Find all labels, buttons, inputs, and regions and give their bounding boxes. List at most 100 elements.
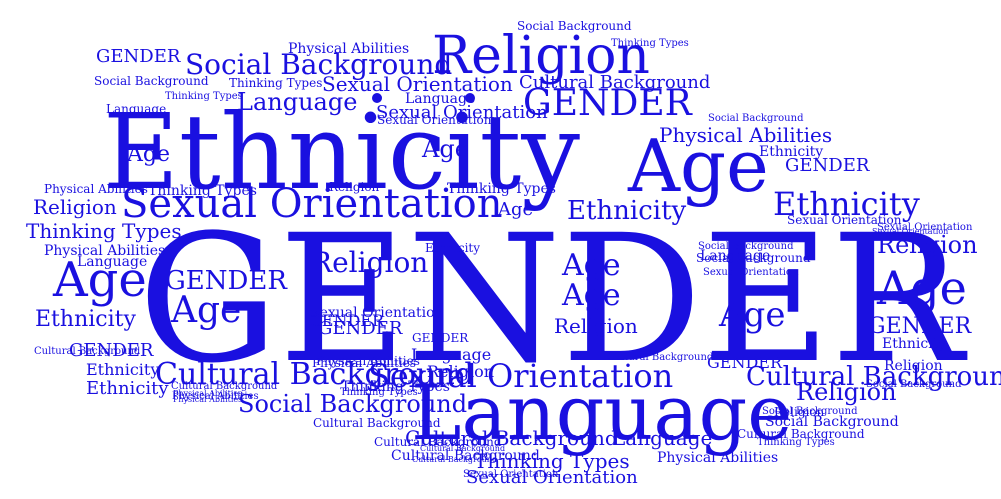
cloud-word: Religion — [774, 405, 825, 419]
cloud-word: Language — [77, 254, 148, 270]
cloud-word: GENDER — [785, 155, 870, 176]
cloud-word: Social Background — [696, 251, 811, 265]
cloud-word: Religion — [311, 246, 429, 279]
cloud-word: Language — [106, 102, 167, 116]
cloud-word: GENDER — [523, 83, 692, 124]
cloud-word: Sexual Orientation — [703, 267, 799, 278]
cloud-word: Thinking Types — [340, 387, 418, 398]
cloud-word: Ethnicity — [86, 378, 169, 399]
cloud-word: Sexual Orientation — [377, 113, 492, 127]
cloud-word: Physical Abilities — [173, 389, 243, 398]
cloud-word: Language — [612, 426, 713, 450]
cloud-word: Social Background — [765, 414, 899, 430]
cloud-word: Physical Abilities — [657, 450, 779, 466]
cloud-word: Cultural Background — [313, 416, 441, 430]
cloud-word: Ethnicity — [103, 91, 580, 213]
cloud-word: Sexual Orientation — [466, 467, 638, 488]
cloud-word: Sexual Orientation — [872, 227, 949, 236]
cloud-word: Thinking Types — [757, 437, 835, 448]
cloud-word: Physical Abilities — [172, 391, 259, 402]
cloud-word: Ethnicity — [773, 185, 920, 223]
cloud-word: Religion — [432, 26, 650, 86]
cloud-word: Physical Abilities — [312, 356, 416, 370]
cloud-word: Physical Abilities — [659, 123, 833, 147]
cloud-word: Cultural Background — [405, 426, 618, 450]
cloud-word: Ethnicity — [35, 307, 136, 332]
cloud-word: Sexual Orientation — [463, 469, 559, 480]
cloud-word: Thinking Types — [148, 183, 257, 199]
cloud-word: Physical Abilities — [316, 354, 420, 368]
dot-decoration — [465, 93, 475, 103]
cloud-word: GENDER — [309, 311, 385, 330]
cloud-word: GENDER — [412, 331, 469, 345]
cloud-word: Sexual Orientation — [310, 305, 444, 321]
cloud-word: Age — [127, 142, 170, 167]
cloud-word: Language — [405, 91, 476, 107]
cloud-word: Cultural Background — [34, 346, 141, 357]
cloud-word: Physical Abilities — [288, 41, 410, 57]
cloud-word: Ethnicity — [882, 336, 947, 352]
cloud-word: Social Background — [94, 74, 209, 88]
cloud-word: Cultural Background — [746, 362, 1001, 392]
cloud-word: Thinking Types — [229, 76, 323, 90]
cloud-word: Social Background — [238, 390, 468, 418]
cloud-word: Thinking Types — [26, 219, 182, 243]
cloud-word: Age — [877, 261, 967, 315]
cloud-word: Ethnicity — [567, 196, 687, 226]
cloud-word: Religion — [884, 358, 943, 374]
cloud-word: Ethnicity — [86, 360, 160, 379]
cloud-word: Age — [171, 290, 242, 331]
cloud-word: GENDER — [96, 46, 181, 67]
cloud-word: Age — [498, 199, 534, 220]
cloud-word: Cultural Background — [737, 427, 865, 441]
cloud-word: Age — [422, 135, 469, 163]
cloud-word: Ethnicity — [759, 144, 824, 160]
cloud-word: Social Background — [866, 379, 962, 390]
dot-decoration — [372, 93, 382, 103]
cloud-word: Religion — [877, 231, 978, 259]
cloud-word: Age — [562, 278, 621, 313]
cloud-word: GENDER — [868, 314, 972, 339]
cloud-word: Religion — [796, 378, 897, 406]
cloud-word: Age — [628, 124, 769, 208]
cloud-word: Cultural Background — [412, 455, 498, 464]
cloud-word: Social Background — [698, 241, 794, 252]
cloud-word: Language — [700, 248, 771, 264]
cloud-word: Social Background — [517, 19, 632, 33]
cloud-word: Language — [411, 368, 793, 457]
cloud-word: Physical Abilities — [173, 395, 243, 404]
cloud-word: Sexual Orientation — [877, 222, 973, 233]
cloud-word: Sexual Orientation — [376, 102, 548, 123]
cloud-word: Cultural Background — [374, 435, 502, 449]
cloud-word: Religion — [33, 195, 117, 219]
cloud-word: Language — [411, 345, 492, 364]
cloud-word: Social Background — [185, 48, 453, 81]
cloud-word: Religion — [427, 362, 495, 381]
cloud-word: Sexual Orientation — [121, 181, 503, 227]
cloud-word: Religion — [329, 180, 380, 194]
cloud-word: Age — [719, 295, 786, 335]
cloud-word: Thinking Types — [611, 38, 689, 49]
cloud-word: Cultural Background — [519, 72, 711, 93]
cloud-word: GENDER — [138, 197, 964, 402]
cloud-word: Age — [562, 248, 621, 283]
cloud-word: GENDER — [707, 353, 783, 372]
cloud-word: Religion — [554, 314, 638, 338]
cloud-word: Sexual Orientation — [322, 72, 513, 96]
cloud-word: Thinking Types — [341, 379, 450, 395]
cloud-word: Thinking Types — [474, 449, 630, 473]
cloud-word: Physical Abilities — [44, 182, 148, 196]
cloud-word: Ethnicity — [425, 241, 481, 255]
cloud-word: Cultural Background — [391, 448, 540, 464]
cloud-word: Cultural Background — [420, 444, 506, 453]
cloud-word: Cultural Background — [171, 381, 278, 392]
cloud-word: GENDER — [318, 318, 403, 339]
cloud-word: Thinking Types — [447, 181, 556, 197]
cloud-word: Social Background — [708, 113, 804, 124]
cloud-word: Cultural Background — [155, 357, 474, 392]
cloud-word: Language — [237, 88, 358, 116]
cloud-word: Sexual Orientation — [368, 357, 674, 395]
cloud-word: Physical Abilities — [44, 243, 166, 259]
cloud-word: Thinking Types — [165, 91, 243, 102]
